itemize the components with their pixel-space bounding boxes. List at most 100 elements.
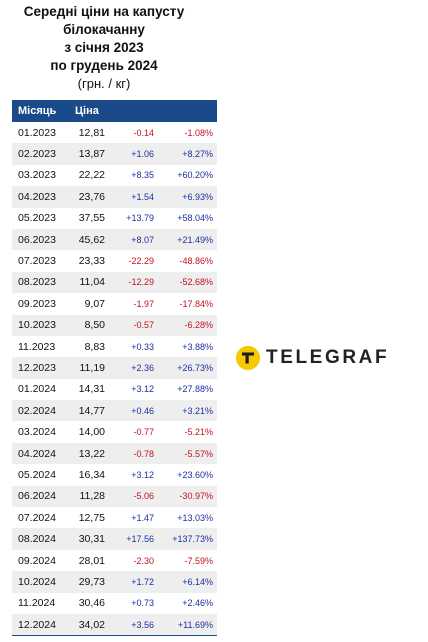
cell-price: 13,87 [78,148,105,161]
cell-change-abs: +0.33 [131,341,154,352]
header-row: Місяць Ціна [12,100,217,122]
title-line-1: Середні ціни на капусту [23,4,185,19]
cell-price: 22,22 [78,169,105,182]
cell-price: 11,28 [79,490,106,503]
cell-change-pct: -17.84% [179,298,213,309]
cell-price: 14,31 [78,383,105,396]
cell-change-pct: +26.73% [177,362,213,373]
table-row: 02.2023 13,87 +1.06 +8.27% [12,143,217,165]
cell-change-abs: -12.29 [128,277,154,288]
header-abs [105,100,154,122]
cell-month: 11.2024 [18,597,56,610]
cell-change-pct: +13.03% [177,512,213,523]
table-row: 03.2023 22,22 +8.35 +60.20% [12,165,217,186]
cell-month: 10.2023 [18,319,56,332]
table-row: 05.2024 16,34 +3.12 +23.60% [12,464,217,485]
cell-change-abs: -0.77 [133,427,154,438]
cell-month: 06.2023 [18,233,56,246]
cell-month: 02.2023 [18,148,56,161]
cell-change-abs: +1.54 [131,191,154,202]
cell-change-abs: +0.73 [131,598,154,609]
cell-change-pct: -5.21% [184,427,213,438]
cell-month: 07.2024 [18,511,56,524]
cell-change-abs: +13.79 [126,213,154,224]
table-row: 06.2023 45,62 +8.07 +21.49% [12,228,217,251]
table-body: 01.2023 12,81 -0.14 -1.08% 02.2023 13,87 +1.06… [12,122,217,637]
table-row: 04.2023 23,76 +1.54 +6.93% [12,186,217,208]
cell-change-abs: -0.78 [133,448,154,459]
cell-change-pct: +137.73% [172,534,213,545]
cell-change-abs: +0.46 [131,405,154,416]
cell-price: 34,02 [73,613,105,637]
cell-month: 12.2023 [18,361,56,374]
cell-price: 37,55 [78,212,105,225]
cell-change-abs: +8.07 [131,234,154,245]
table-row: 10.2024 29,73 +1.72 +6.14% [12,571,217,593]
cell-price: 12,75 [78,511,105,524]
table-row: 01.2023 12,81 -0.14 -1.08% [12,122,217,143]
cell-change-abs: +2.36 [131,362,154,373]
cell-change-abs: +3.12 [131,384,154,395]
cell-month: 09.2023 [18,297,56,310]
cell-change-pct: +11.69% [154,613,217,637]
cell-month: 03.2023 [18,169,56,182]
cell-change-pct: +58.04% [177,213,213,224]
table-row: 08.2024 30,31 +17.56 +137.73% [12,528,217,550]
cell-month: 09.2024 [18,554,56,567]
cell-price: 8,83 [84,340,105,353]
cell-change-abs: -22.29 [128,256,154,267]
cell-month: 06.2024 [18,490,56,503]
table-row: 12.2023 11,19 +2.36 +26.73% [12,357,217,379]
cell-price: 8,50 [84,319,105,332]
telegraf-logo: TELEGRAF [236,346,389,370]
cell-month: 04.2024 [18,447,56,460]
table-row: 09.2023 9,07 -1.97 -17.84% [12,293,217,314]
cell-change-abs: -2.30 [133,555,154,566]
header-month: Місяць [18,105,57,117]
cell-change-pct: -52.68% [179,277,213,288]
header-price: Ціна [75,105,99,117]
cell-change-abs: +1.06 [131,149,154,160]
page-title: Середні ціни на капусту білокачанну з сі… [8,3,200,93]
table-row: 10.2023 8,50 -0.57 -6.28% [12,314,217,336]
table-row: 03.2024 14,00 -0.77 -5.21% [12,421,217,442]
title-line-3: з січня 2023 [64,40,144,55]
cell-change-pct: +3.88% [182,341,213,352]
title-line-2: білокачанну [63,22,145,37]
table-row: 12.2024 34,02 +3.56 +11.69% [12,613,217,637]
cell-change-abs: +3.56 [105,613,154,637]
cell-price: 45,62 [78,233,105,246]
cell-price: 11,04 [79,276,106,289]
cell-month: 04.2023 [18,190,56,203]
cell-price: 28,01 [78,554,105,567]
logo-text: TELEGRAF [266,347,390,368]
cell-change-abs: +3.12 [131,469,154,480]
cell-change-pct: +8.27% [182,149,213,160]
cell-change-pct: +2.46% [182,598,213,609]
table-row: 08.2023 11,04 -12.29 -52.68% [12,271,217,294]
cell-month: 02.2024 [18,404,56,417]
cell-month: 03.2024 [18,426,56,439]
title-unit: (грн. / кг) [77,76,131,91]
cell-change-pct: +27.88% [177,384,213,395]
cell-month: 01.2023 [18,126,56,139]
cell-price: 14,00 [78,426,105,439]
cell-change-pct: -48.86% [179,256,213,267]
header-pct [154,100,217,122]
cell-month: 08.2024 [18,533,56,546]
cell-price: 23,76 [78,190,105,203]
cell-month: 11.2023 [18,340,56,353]
cell-month: 05.2024 [18,468,56,481]
cell-price: 29,73 [78,575,105,588]
table-row: 07.2023 23,33 -22.29 -48.86% [12,250,217,271]
price-table: Місяць Ціна 01.2023 12,81 -0.14 -1.08% 02.20… [12,100,217,637]
cell-price: 14,77 [78,404,105,417]
cell-change-pct: +6.14% [182,576,213,587]
cell-change-abs: -0.14 [133,127,154,138]
table-row: 06.2024 11,28 -5.06 -30.97% [12,485,217,508]
cell-price: 16,34 [78,468,105,481]
cell-month: 05.2023 [18,212,56,225]
cell-change-pct: -5.57% [184,448,213,459]
cell-month: 10.2024 [18,575,56,588]
table-row: 09.2024 28,01 -2.30 -7.59% [12,550,217,571]
